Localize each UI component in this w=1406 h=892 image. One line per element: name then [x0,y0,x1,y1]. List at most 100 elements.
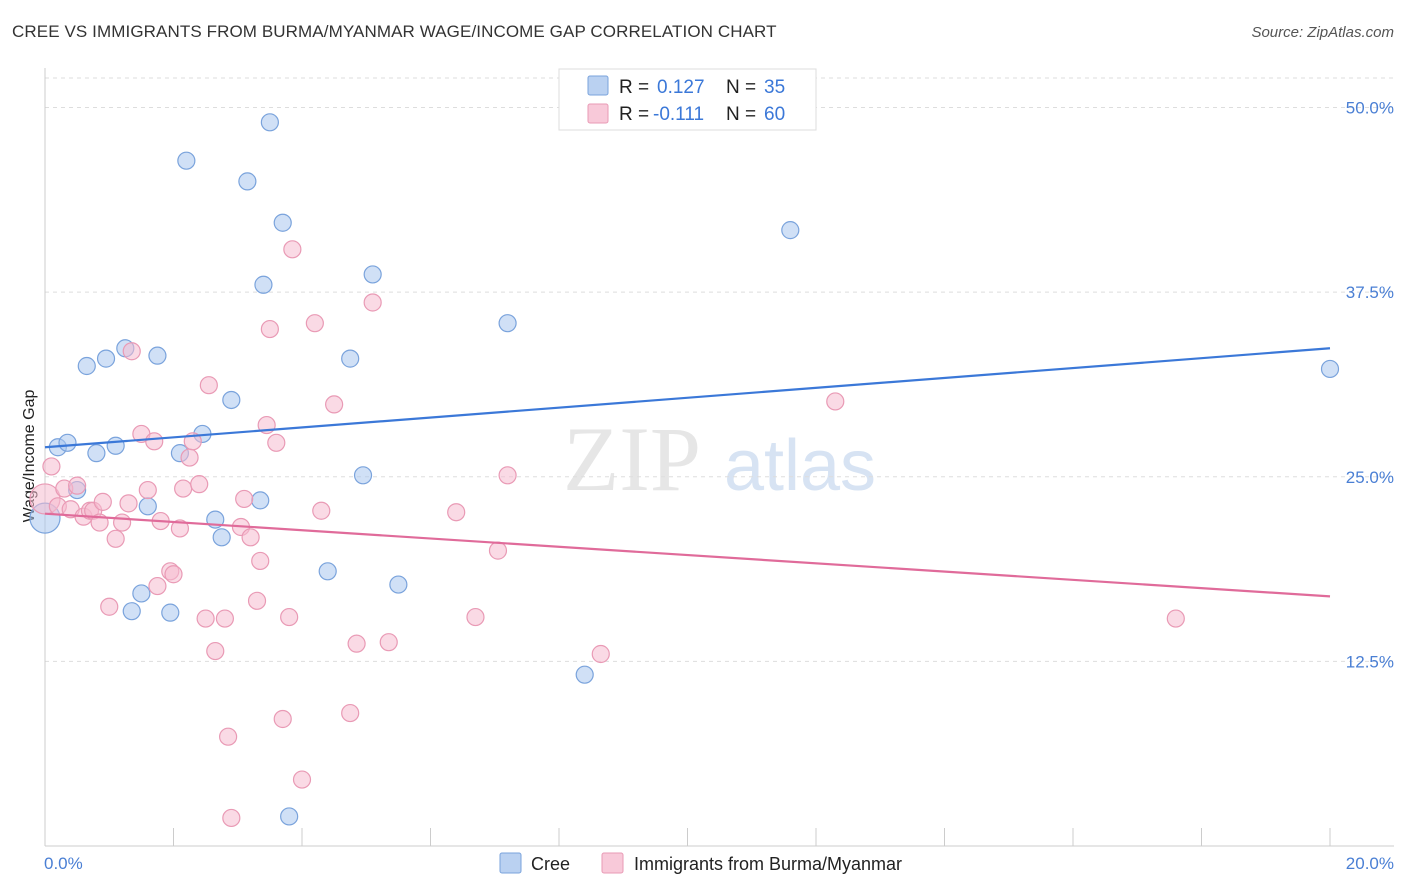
cree-point [122,602,141,621]
cree-point [280,807,299,826]
x-tick-label-max: 20.0% [1346,854,1394,873]
x-tick-label-min: 0.0% [44,854,83,873]
watermark: ZIP atlas [563,408,876,510]
burma-point [42,457,61,476]
legend-swatch-burma [587,103,609,124]
cree-point [177,151,196,170]
cree-point [781,221,800,240]
burma-point [305,314,324,333]
burma-point [206,641,225,661]
burma-point [347,634,366,653]
burma-point [138,480,157,500]
trend-lines [44,347,1331,598]
burma-point [106,529,125,548]
y-tick-label: 37.5% [1346,283,1394,302]
burma-point [145,432,164,451]
burma-point [68,476,87,495]
cree-point [251,491,270,510]
burma-point [379,633,398,652]
cree-point [77,356,96,376]
burma-point [363,293,382,312]
burma-point [180,448,199,467]
legend-n-value-burma: 60 [764,104,785,125]
cree-point [254,275,273,294]
cree-point [58,433,77,452]
cree-point [161,603,180,622]
legend-r-label-burma: R = [619,104,649,125]
legend-swatch-cree [587,75,609,96]
chart-title: CREE VS IMMIGRANTS FROM BURMA/MYANMAR WA… [12,22,777,41]
burma-point [260,319,279,339]
burma-point [267,433,286,452]
legend-r-value-burma: -0.111 [653,104,704,125]
bottom-legend-swatch-burma [601,852,624,874]
cree-point [389,575,408,594]
burma-point [174,479,193,498]
burma-points [29,240,1185,828]
bottom-legend: Cree Immigrants from Burma/Myanmar [499,852,902,874]
bottom-legend-label-cree: Cree [531,854,570,874]
burma-point [325,395,344,414]
burma-point [247,591,267,610]
y-tick-label: 12.5% [1346,652,1394,671]
legend-n-label-burma: N = [726,104,756,125]
burma-point [251,551,270,571]
cree-point [106,436,125,455]
burma-point [826,392,845,411]
x-tick-marks [44,828,1331,846]
cree-point [222,390,241,410]
legend-r-value-cree: 0.127 [657,77,705,98]
burma-point [488,541,508,560]
source-label: Source: ZipAtlas.com [1251,24,1394,41]
cree-point [363,265,382,284]
cree-point [341,349,360,368]
gridlines [45,77,1394,662]
watermark-atlas: atlas [724,426,876,506]
cree-point [87,444,106,463]
burma-point [199,376,218,395]
y-tick-label: 50.0% [1346,99,1394,118]
legend-n-label-cree: N = [726,77,756,98]
burma-point [112,513,132,532]
cree-point [138,497,157,516]
bottom-legend-label-burma: Immigrants from Burma/Myanmar [634,854,902,874]
burma-point [170,519,190,538]
burma-point [164,565,183,584]
burma-point [222,808,241,828]
burma-point [196,609,215,628]
legend-r-label-cree: R = [619,77,649,98]
burma-trend-line [44,512,1331,598]
burma-point [190,475,209,494]
cree-point [148,346,167,365]
burma-point [447,503,466,522]
cree-point [212,528,231,547]
cree-point [318,562,337,581]
legend: R = 0.127 N = 35 R = -0.111 N = 60 [558,68,817,131]
burma-point [215,609,234,628]
cree-point [1320,359,1340,379]
burma-point [591,644,610,664]
burma-point [498,466,517,485]
burma-point [280,607,299,627]
cree-point [96,349,116,368]
burma-point [312,501,331,520]
cree-point [260,113,279,132]
burma-point [100,597,119,616]
burma-point [1166,609,1185,628]
cree-trend-line [44,347,1331,449]
burma-point [148,576,167,596]
burma-point [283,240,302,259]
y-tick-labels: 12.5% 25.0% 37.5% 50.0% [1346,99,1394,672]
burma-point [93,492,112,511]
y-tick-label: 25.0% [1346,468,1394,487]
burma-point [122,342,141,361]
burma-point [292,770,312,789]
legend-n-value-cree: 35 [764,77,785,98]
burma-point [341,703,360,723]
cree-point [498,314,517,333]
burma-point [119,494,138,513]
cree-point [238,172,257,191]
cree-point [353,466,373,485]
burma-point [235,489,254,509]
